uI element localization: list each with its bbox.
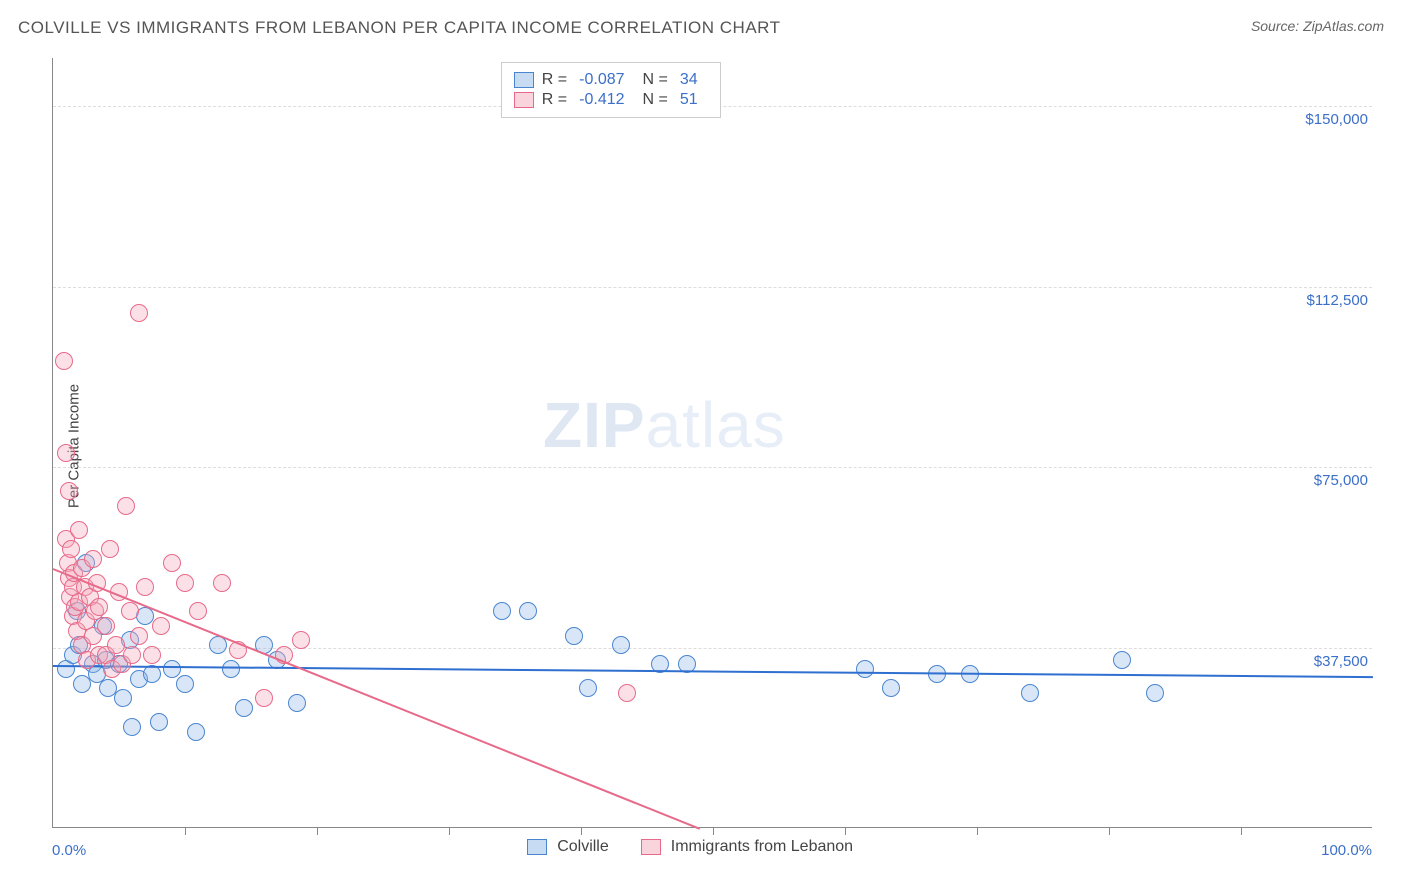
legend-series-label: Immigrants from Lebanon: [671, 838, 853, 856]
data-point: [84, 550, 102, 568]
data-point: [1113, 651, 1131, 669]
grid-line: [53, 467, 1372, 468]
data-point: [213, 574, 231, 592]
legend-row: R = -0.412 N = 51: [514, 91, 708, 109]
x-tick: [845, 827, 846, 835]
data-point: [121, 602, 139, 620]
watermark-atlas: atlas: [646, 389, 786, 461]
y-tick-label: $150,000: [1283, 111, 1368, 128]
data-point: [117, 497, 135, 515]
y-tick-label: $112,500: [1283, 292, 1368, 309]
trend-line: [53, 568, 701, 830]
data-point: [882, 679, 900, 697]
data-point: [114, 689, 132, 707]
data-point: [60, 482, 78, 500]
data-point: [187, 723, 205, 741]
plot-area: ZIPatlas $37,500 $75,000 $112,500 $150,000: [52, 58, 1372, 828]
chart-title: COLVILLE VS IMMIGRANTS FROM LEBANON PER …: [18, 18, 781, 38]
y-tick-label: $75,000: [1283, 472, 1368, 489]
data-point: [163, 554, 181, 572]
data-point: [130, 627, 148, 645]
data-point: [493, 602, 511, 620]
data-point: [519, 602, 537, 620]
data-point: [1146, 684, 1164, 702]
data-point: [62, 540, 80, 558]
data-point: [189, 602, 207, 620]
data-point: [612, 636, 630, 654]
legend-series-label: Colville: [557, 838, 609, 856]
data-point: [618, 684, 636, 702]
data-point: [130, 304, 148, 322]
data-point: [123, 718, 141, 736]
trend-line: [53, 665, 1373, 678]
data-point: [70, 521, 88, 539]
legend-swatch: [514, 72, 534, 88]
watermark: ZIPatlas: [543, 388, 786, 462]
legend-r-value: -0.412: [579, 91, 624, 109]
data-point: [292, 631, 310, 649]
x-axis-label: 100.0%: [1302, 842, 1372, 859]
x-tick: [185, 827, 186, 835]
x-tick: [1109, 827, 1110, 835]
legend-swatch: [527, 839, 547, 855]
data-point: [152, 617, 170, 635]
legend-n-value: 51: [680, 91, 698, 109]
grid-line: [53, 287, 1372, 288]
data-point: [579, 679, 597, 697]
legend-swatch: [514, 92, 534, 108]
data-point: [136, 578, 154, 596]
legend-r-label: R =: [542, 71, 567, 89]
x-tick: [449, 827, 450, 835]
data-point: [150, 713, 168, 731]
data-point: [163, 660, 181, 678]
legend-correlation: R = -0.087 N = 34 R = -0.412 N = 51: [501, 62, 721, 118]
legend-n-label: N =: [643, 71, 668, 89]
y-tick-label: $37,500: [1283, 653, 1368, 670]
data-point: [565, 627, 583, 645]
data-point: [57, 444, 75, 462]
legend-r-value: -0.087: [579, 71, 624, 89]
data-point: [97, 617, 115, 635]
legend-swatch: [641, 839, 661, 855]
data-point: [235, 699, 253, 717]
x-tick: [1241, 827, 1242, 835]
data-point: [176, 574, 194, 592]
x-tick: [317, 827, 318, 835]
data-point: [176, 675, 194, 693]
data-point: [856, 660, 874, 678]
legend-row: R = -0.087 N = 34: [514, 71, 708, 89]
legend-series: Colville Immigrants from Lebanon: [527, 838, 875, 856]
data-point: [143, 646, 161, 664]
data-point: [55, 352, 73, 370]
x-tick: [977, 827, 978, 835]
data-point: [288, 694, 306, 712]
data-point: [123, 646, 141, 664]
legend-n-label: N =: [643, 91, 668, 109]
watermark-zip: ZIP: [543, 389, 646, 461]
source-attribution: Source: ZipAtlas.com: [1251, 18, 1384, 34]
data-point: [90, 598, 108, 616]
legend-r-label: R =: [542, 91, 567, 109]
legend-n-value: 34: [680, 71, 698, 89]
x-tick: [713, 827, 714, 835]
data-point: [101, 540, 119, 558]
x-axis-label: 0.0%: [52, 842, 86, 859]
x-tick: [581, 827, 582, 835]
data-point: [1021, 684, 1039, 702]
data-point: [222, 660, 240, 678]
data-point: [255, 689, 273, 707]
